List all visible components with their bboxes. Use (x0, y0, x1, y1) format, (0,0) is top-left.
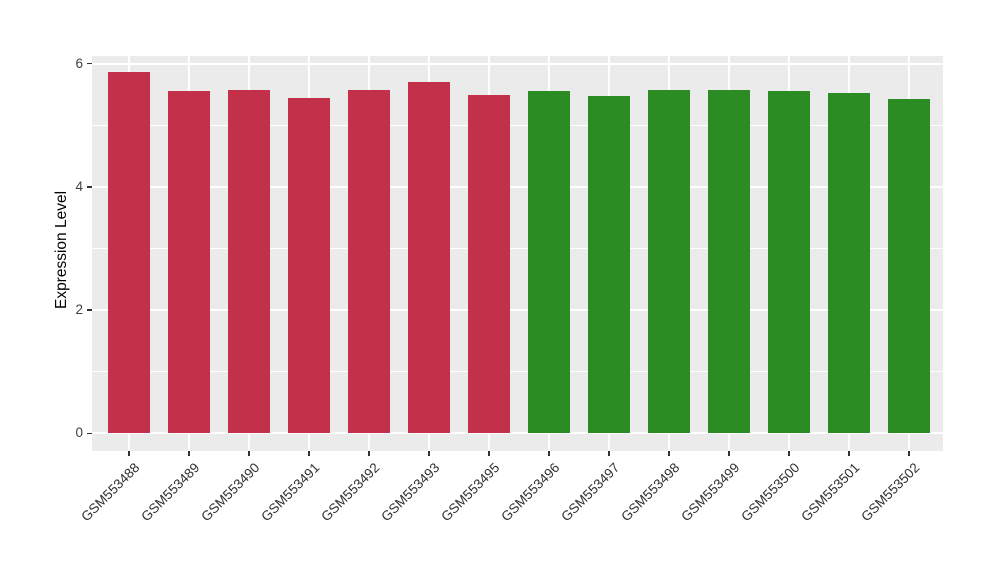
y-tick-label-6: 6 (75, 55, 83, 71)
bar-GSM553502 (888, 99, 930, 434)
x-tick-mark-GSM553502 (908, 451, 910, 456)
bar-GSM553495 (468, 95, 510, 434)
x-tick-mark-GSM553501 (848, 451, 850, 456)
bar-GSM553489 (168, 90, 210, 434)
x-tick-label-GSM553488: GSM553488 (78, 460, 143, 525)
x-tick-label-GSM553495: GSM553495 (438, 460, 503, 525)
x-tick-label-GSM553499: GSM553499 (678, 460, 743, 525)
bar-GSM553496 (528, 90, 570, 434)
bar-GSM553500 (768, 91, 810, 434)
gridline-minor-y-5 (92, 124, 943, 126)
bar-GSM553488 (108, 72, 150, 434)
bar-GSM553498 (648, 89, 690, 434)
gridline-major-y-0 (92, 432, 943, 435)
gridline-major-y-4 (92, 185, 943, 188)
x-tick-mark-GSM553489 (188, 451, 190, 456)
y-axis-title: Expression Level (53, 190, 70, 310)
x-tick-label-GSM553492: GSM553492 (318, 460, 383, 525)
y-tick-label-2: 2 (75, 302, 83, 318)
bar-GSM553499 (708, 89, 750, 434)
x-tick-mark-GSM553497 (608, 451, 610, 456)
bar-GSM553497 (588, 96, 630, 434)
x-tick-label-GSM553501: GSM553501 (798, 460, 863, 525)
x-tick-mark-GSM553493 (428, 451, 430, 456)
x-tick-label-GSM553491: GSM553491 (258, 460, 323, 525)
gridline-major-y-2 (92, 309, 943, 312)
gridline-minor-y-1 (92, 371, 943, 373)
x-tick-mark-GSM553491 (308, 451, 310, 456)
x-tick-label-GSM553497: GSM553497 (558, 460, 623, 525)
x-tick-mark-GSM553498 (668, 451, 670, 456)
plot-panel (92, 56, 943, 451)
x-tick-label-GSM553500: GSM553500 (738, 460, 803, 525)
x-tick-label-GSM553502: GSM553502 (858, 460, 923, 525)
y-tick-mark-2 (87, 309, 92, 311)
bar-GSM553492 (348, 90, 390, 434)
y-tick-mark-4 (87, 186, 92, 188)
gridline-minor-y-3 (92, 248, 943, 249)
bar-GSM553501 (828, 93, 870, 434)
x-tick-mark-GSM553499 (728, 451, 730, 456)
bar-GSM553490 (228, 89, 270, 434)
y-tick-mark-0 (87, 432, 92, 435)
x-tick-label-GSM553498: GSM553498 (618, 460, 683, 525)
x-tick-label-GSM553489: GSM553489 (138, 460, 203, 525)
y-tick-label-0: 0 (75, 425, 83, 441)
y-tick-label-4: 4 (75, 178, 83, 194)
bar-GSM553491 (288, 97, 330, 434)
x-tick-label-GSM553496: GSM553496 (498, 460, 563, 525)
x-tick-mark-GSM553490 (248, 451, 250, 456)
gridline-major-y-6 (92, 62, 943, 65)
x-tick-mark-GSM553488 (128, 451, 130, 456)
x-tick-mark-GSM553500 (788, 451, 790, 456)
x-tick-label-GSM553493: GSM553493 (378, 460, 443, 525)
y-tick-mark-6 (87, 62, 92, 65)
x-tick-mark-GSM553492 (368, 451, 370, 456)
x-tick-label-GSM553490: GSM553490 (198, 460, 263, 525)
x-tick-mark-GSM553495 (488, 451, 490, 456)
bar-GSM553493 (408, 81, 450, 434)
x-tick-mark-GSM553496 (548, 451, 550, 456)
